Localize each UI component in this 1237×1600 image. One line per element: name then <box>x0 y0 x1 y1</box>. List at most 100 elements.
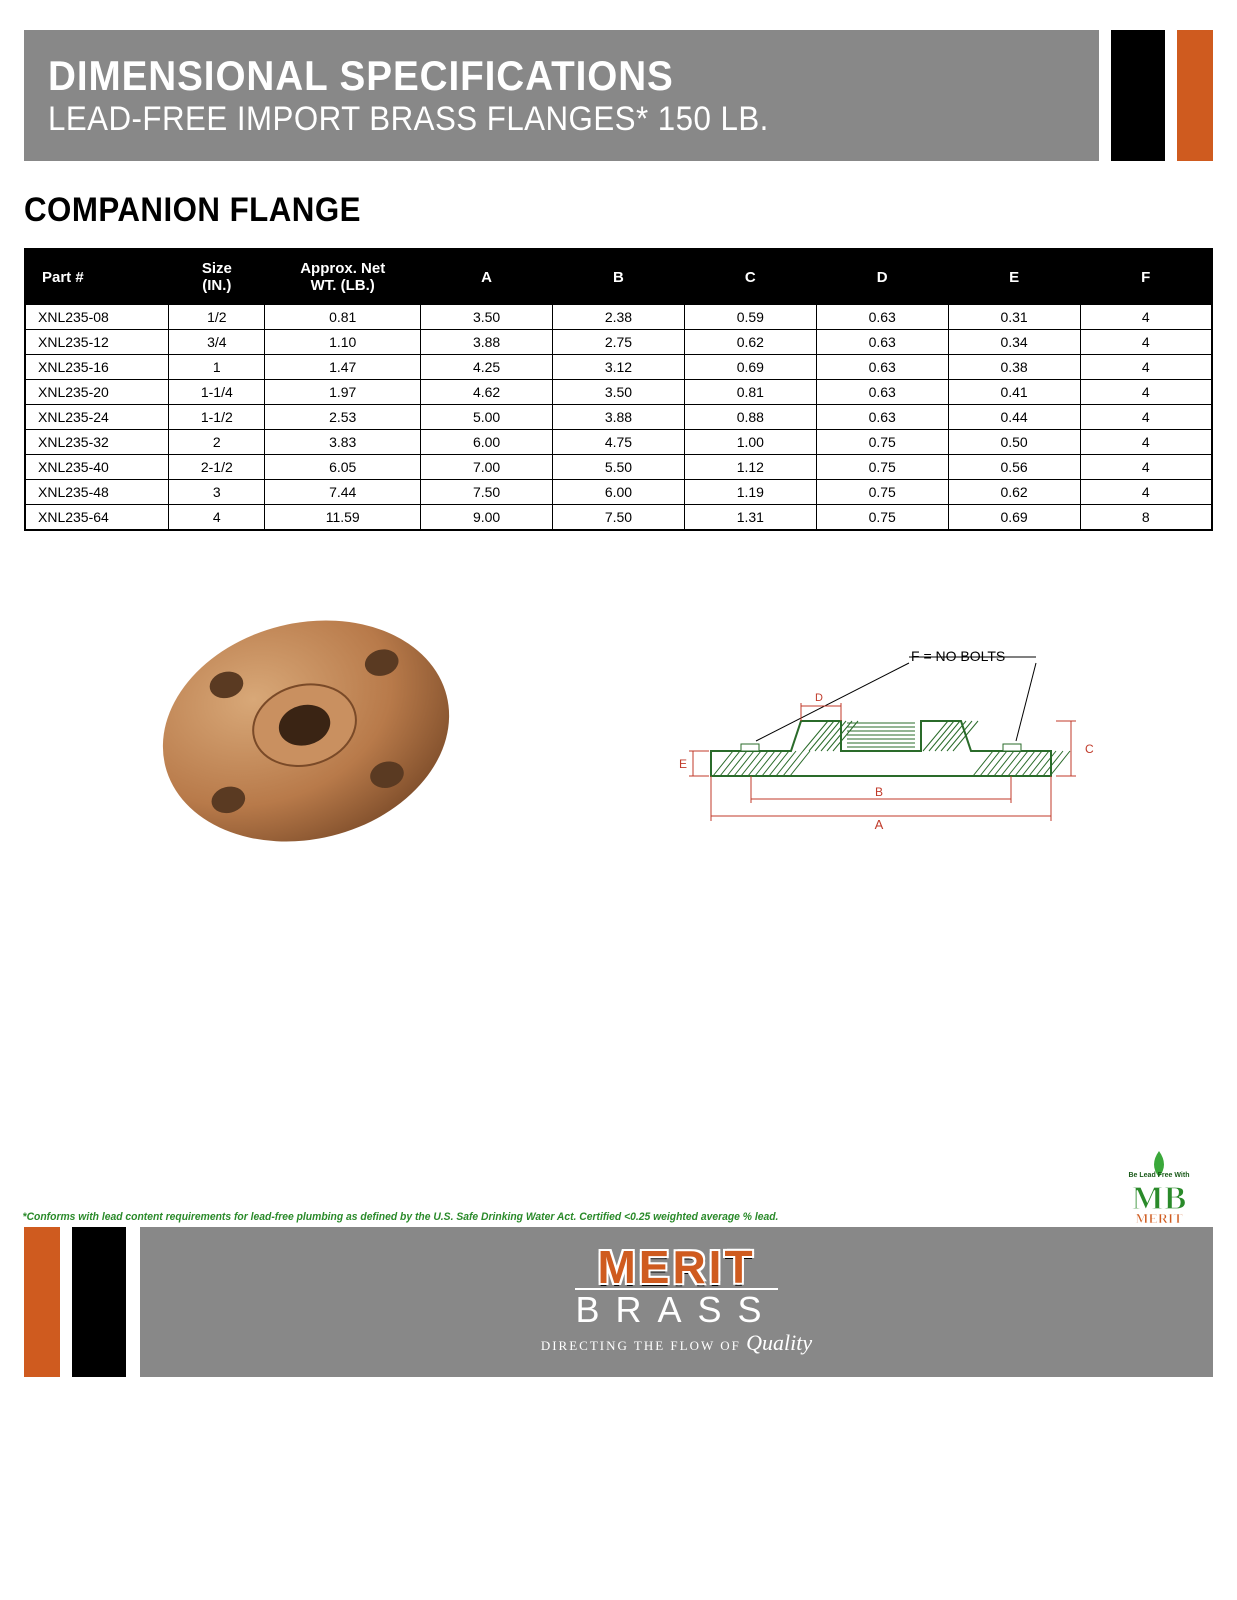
header-bar: DIMENSIONAL SPECIFICATIONS LEAD-FREE IMP… <box>24 30 1213 161</box>
footer-stripe-black <box>72 1227 126 1377</box>
table-header-cell: E <box>948 249 1080 305</box>
footer-logo-merit: MERIT <box>597 1248 755 1287</box>
table-cell: 4 <box>1080 430 1212 455</box>
table-cell: 0.56 <box>948 455 1080 480</box>
table-cell: XNL235-20 <box>25 380 169 405</box>
table-header-cell: F <box>1080 249 1212 305</box>
table-cell: 4 <box>1080 305 1212 330</box>
table-row: XNL235-4837.447.506.001.190.750.624 <box>25 480 1212 505</box>
table-header-cell: A <box>421 249 553 305</box>
table-cell: 0.44 <box>948 405 1080 430</box>
table-cell: 4.75 <box>553 430 685 455</box>
table-row: XNL235-1611.474.253.120.690.630.384 <box>25 355 1212 380</box>
table-cell: 0.75 <box>816 505 948 531</box>
table-cell: 1.97 <box>265 380 421 405</box>
table-cell: 4 <box>1080 355 1212 380</box>
table-cell: 0.59 <box>684 305 816 330</box>
footer-logo-panel: MERIT BRASS DIRECTING THE FLOW OF Qualit… <box>140 1227 1213 1377</box>
table-cell: 7.44 <box>265 480 421 505</box>
svg-text:A: A <box>874 817 883 831</box>
table-cell: 3.50 <box>421 305 553 330</box>
footer-stripes <box>24 1227 126 1377</box>
table-cell: 4 <box>1080 405 1212 430</box>
table-row: XNL235-241-1/22.535.003.880.880.630.444 <box>25 405 1212 430</box>
table-cell: 1 <box>169 355 265 380</box>
table-cell: 1-1/4 <box>169 380 265 405</box>
table-cell: 6.05 <box>265 455 421 480</box>
footer-tagline-script: Quality <box>746 1330 812 1355</box>
table-cell: 0.81 <box>265 305 421 330</box>
footer-tagline: DIRECTING THE FLOW OF Quality <box>541 1330 812 1356</box>
table-header-cell: C <box>684 249 816 305</box>
table-cell: 2.53 <box>265 405 421 430</box>
table-cell: 1/2 <box>169 305 265 330</box>
table-cell: 3.50 <box>553 380 685 405</box>
table-cell: 2.75 <box>553 330 685 355</box>
table-cell: XNL235-64 <box>25 505 169 531</box>
table-cell: 0.75 <box>816 455 948 480</box>
table-cell: 0.50 <box>948 430 1080 455</box>
table-cell: 0.63 <box>816 330 948 355</box>
table-cell: 1.19 <box>684 480 816 505</box>
table-cell: 1-1/2 <box>169 405 265 430</box>
table-cell: XNL235-48 <box>25 480 169 505</box>
table-row: XNL235-402-1/26.057.005.501.120.750.564 <box>25 455 1212 480</box>
svg-text:C: C <box>1085 742 1094 756</box>
table-cell: 0.63 <box>816 380 948 405</box>
table-cell: 3.88 <box>553 405 685 430</box>
table-cell: 0.41 <box>948 380 1080 405</box>
table-row: XNL235-201-1/41.974.623.500.810.630.414 <box>25 380 1212 405</box>
table-cell: 4.62 <box>421 380 553 405</box>
table-cell: XNL235-40 <box>25 455 169 480</box>
table-cell: 1.00 <box>684 430 816 455</box>
table-header-cell: Part # <box>25 249 169 305</box>
table-cell: 0.38 <box>948 355 1080 380</box>
table-cell: 0.63 <box>816 305 948 330</box>
table-cell: 0.62 <box>684 330 816 355</box>
header-stripes <box>1111 30 1213 161</box>
table-row: XNL235-3223.836.004.751.000.750.504 <box>25 430 1212 455</box>
table-cell: 0.63 <box>816 355 948 380</box>
header-subtitle: LEAD-FREE IMPORT BRASS FLANGES* 150 LB. <box>48 100 993 139</box>
table-cell: 1.47 <box>265 355 421 380</box>
spec-table-head: Part #Size(IN.)Approx. NetWT. (LB.)ABCDE… <box>25 249 1212 305</box>
table-cell: 7.50 <box>553 505 685 531</box>
table-cell: 0.62 <box>948 480 1080 505</box>
disclaimer-text: *Conforms with lead content requirements… <box>0 1211 1163 1227</box>
table-cell: XNL235-32 <box>25 430 169 455</box>
page-content: DIMENSIONAL SPECIFICATIONS LEAD-FREE IMP… <box>0 0 1237 871</box>
header-title: DIMENSIONAL SPECIFICATIONS <box>48 52 993 100</box>
table-cell: 4 <box>169 505 265 531</box>
svg-text:E: E <box>679 757 687 771</box>
images-row: F = NO BOLTSABDCE <box>24 591 1213 871</box>
svg-text:F = NO BOLTS: F = NO BOLTS <box>911 648 1005 664</box>
spec-table: Part #Size(IN.)Approx. NetWT. (LB.)ABCDE… <box>24 248 1213 531</box>
table-header-cell: Approx. NetWT. (LB.) <box>265 249 421 305</box>
table-cell: 6.00 <box>421 430 553 455</box>
table-cell: 3.83 <box>265 430 421 455</box>
badge-top-text: Be Lead Free With <box>1128 1172 1189 1179</box>
table-cell: 9.00 <box>421 505 553 531</box>
header-main: DIMENSIONAL SPECIFICATIONS LEAD-FREE IMP… <box>24 30 1099 161</box>
table-cell: 4 <box>1080 330 1212 355</box>
table-cell: 3/4 <box>169 330 265 355</box>
table-cell: XNL235-16 <box>25 355 169 380</box>
spec-table-body: XNL235-081/20.813.502.380.590.630.314XNL… <box>25 305 1212 531</box>
table-cell: 0.34 <box>948 330 1080 355</box>
table-cell: 4 <box>1080 480 1212 505</box>
table-cell: 1.31 <box>684 505 816 531</box>
svg-text:B: B <box>875 785 883 799</box>
header-stripe-orange <box>1177 30 1213 161</box>
table-row: XNL235-64411.599.007.501.310.750.698 <box>25 505 1212 531</box>
table-cell: 3.88 <box>421 330 553 355</box>
table-header-cell: Size(IN.) <box>169 249 265 305</box>
table-cell: 0.81 <box>684 380 816 405</box>
table-cell: 2 <box>169 430 265 455</box>
table-cell: 0.63 <box>816 405 948 430</box>
table-cell: 11.59 <box>265 505 421 531</box>
table-cell: 3 <box>169 480 265 505</box>
technical-diagram: F = NO BOLTSABDCE <box>641 631 1121 831</box>
table-cell: XNL235-12 <box>25 330 169 355</box>
table-cell: XNL235-24 <box>25 405 169 430</box>
product-photo <box>116 591 496 871</box>
